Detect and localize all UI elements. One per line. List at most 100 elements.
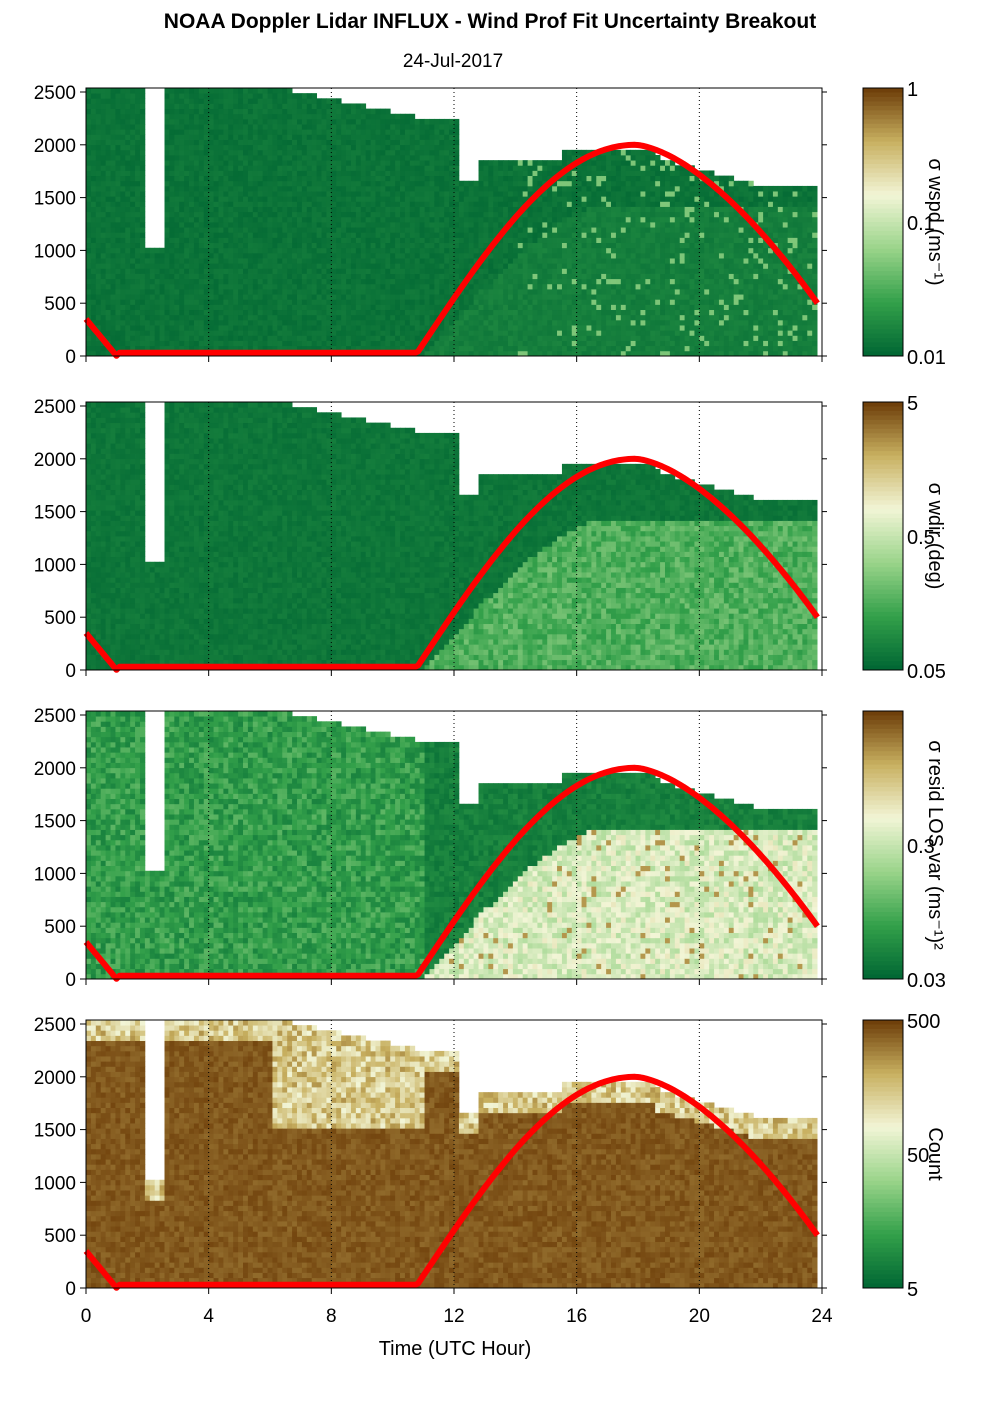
heatmap-cell <box>542 237 548 244</box>
heatmap-cell <box>203 309 210 316</box>
heatmap-cell <box>434 175 440 182</box>
heatmap-cell <box>493 227 499 233</box>
heatmap-cell <box>311 325 318 331</box>
heatmap-cell <box>277 283 283 290</box>
heatmap-cell <box>527 180 533 187</box>
heatmap-cell <box>100 180 107 187</box>
heatmap-cell <box>493 206 499 213</box>
heatmap-cell <box>468 263 475 269</box>
heatmap-cell <box>503 319 509 326</box>
heatmap-cell <box>336 134 342 140</box>
heatmap-cell <box>100 113 107 120</box>
heatmap-cell <box>414 283 421 290</box>
heatmap-cell <box>404 144 411 151</box>
heatmap-cell <box>272 252 278 259</box>
heatmap-cell <box>326 216 332 223</box>
heatmap-cell <box>581 180 587 187</box>
heatmap-cell <box>507 304 514 311</box>
heatmap-cell <box>267 335 273 341</box>
heatmap-cell <box>139 242 146 249</box>
heatmap-cell <box>601 294 607 300</box>
heatmap-cell <box>429 175 435 182</box>
heatmap-cell <box>292 309 298 316</box>
heatmap-cell <box>395 268 401 274</box>
heatmap-cell <box>419 216 425 223</box>
heatmap-cell <box>414 180 421 187</box>
heatmap-cell <box>483 165 489 171</box>
heatmap-cell <box>198 237 205 244</box>
heatmap-cell <box>380 278 386 285</box>
heatmap-cell <box>120 103 126 110</box>
heatmap-cell <box>375 155 381 161</box>
heatmap-cell <box>468 185 475 192</box>
heatmap-cell <box>135 129 141 135</box>
heatmap-cell <box>238 170 244 177</box>
heatmap-cell <box>306 216 313 223</box>
heatmap-cell <box>346 283 352 290</box>
heatmap-cell <box>527 273 533 280</box>
heatmap-cell <box>507 165 514 171</box>
heatmap-cell <box>198 160 205 166</box>
heatmap-cell <box>547 304 553 311</box>
heatmap-cell <box>184 165 190 171</box>
heatmap-cell <box>463 185 470 192</box>
heatmap-cell <box>243 237 249 244</box>
heatmap-cell <box>341 191 347 197</box>
heatmap-cell <box>571 252 578 259</box>
heatmap-cell <box>449 201 455 207</box>
heatmap-cell <box>360 330 367 336</box>
heatmap-cell <box>252 129 259 135</box>
heatmap-cell <box>424 196 430 202</box>
heatmap-cell <box>139 175 146 182</box>
heatmap-cell <box>581 268 587 274</box>
heatmap-cell <box>86 108 92 115</box>
heatmap-cell <box>522 196 528 202</box>
heatmap-cell <box>439 330 445 336</box>
heatmap-cell <box>90 237 97 244</box>
heatmap-cell <box>110 206 116 213</box>
heatmap-cell <box>454 227 460 233</box>
heatmap-cell <box>105 319 111 326</box>
heatmap-cell <box>414 304 421 311</box>
heatmap-cell <box>135 134 141 140</box>
heatmap-cell <box>311 216 318 223</box>
heatmap-cell <box>105 185 111 192</box>
heatmap-cell <box>454 278 460 285</box>
heatmap-cell <box>296 98 303 104</box>
heatmap-cell <box>615 258 622 264</box>
heatmap-cell <box>341 201 347 207</box>
heatmap-cell <box>527 211 533 218</box>
heatmap-cell <box>169 201 175 207</box>
heatmap-cell <box>606 170 612 177</box>
heatmap-cell <box>267 330 273 336</box>
heatmap-cell <box>571 314 578 321</box>
heatmap-cell <box>86 139 92 146</box>
heatmap-cell <box>473 278 479 285</box>
heatmap-cell <box>571 170 578 177</box>
heatmap-cell <box>542 175 548 182</box>
heatmap-cell <box>346 268 352 274</box>
heatmap-cell <box>611 227 617 233</box>
heatmap-cell <box>547 299 553 305</box>
heatmap-cell <box>292 252 298 259</box>
heatmap-cell <box>355 294 362 300</box>
heatmap-cell <box>360 283 367 290</box>
heatmap-cell <box>247 278 254 285</box>
heatmap-cell <box>125 294 131 300</box>
heatmap-cell <box>414 118 421 125</box>
heatmap-cell <box>390 196 396 202</box>
heatmap-cell <box>135 144 141 151</box>
heatmap-cell <box>257 191 264 197</box>
heatmap-cell <box>355 108 362 115</box>
heatmap-cell <box>174 124 180 130</box>
heatmap-cell <box>434 258 440 264</box>
heatmap-cell <box>350 124 357 130</box>
heatmap-cell <box>120 252 126 259</box>
heatmap-cell <box>449 134 455 140</box>
heatmap-cell <box>179 273 185 280</box>
heatmap-cell <box>208 124 214 130</box>
heatmap-cell <box>537 232 543 238</box>
heatmap-cell <box>247 345 254 352</box>
heatmap-cell <box>400 124 406 130</box>
heatmap-cell <box>488 165 494 171</box>
